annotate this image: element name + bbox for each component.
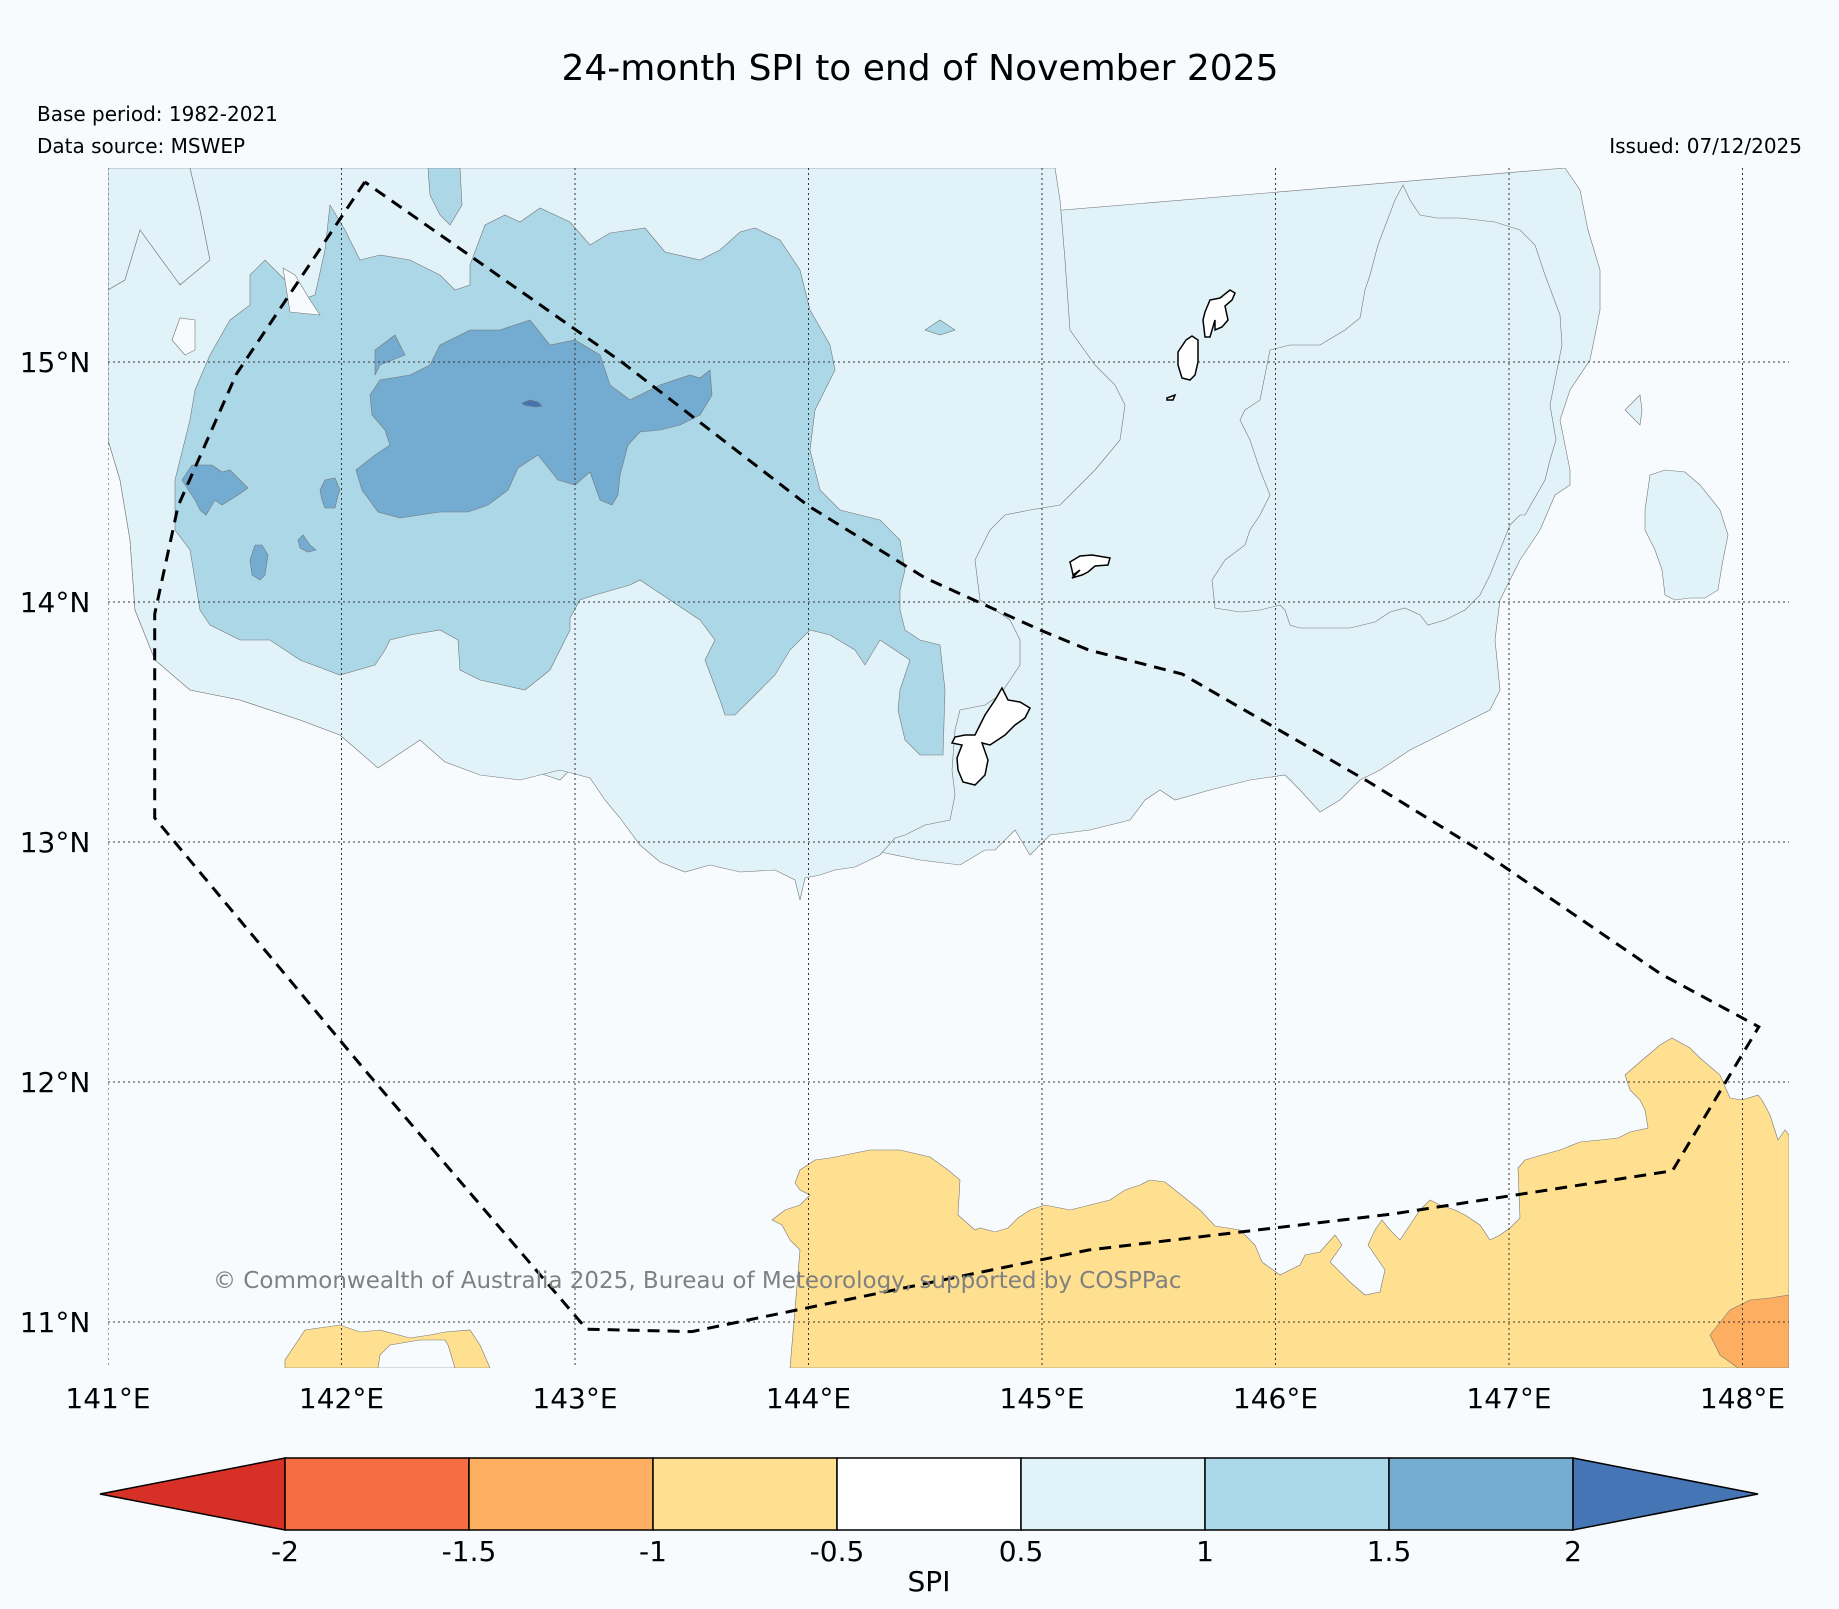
lon-label: 143°E [532,1382,617,1415]
island-aguijan [1166,393,1177,401]
colorbar-tick: 0.5 [999,1535,1044,1568]
lat-label: 15°N [20,346,91,379]
issued-date: Issued: 07/12/2025 [1609,134,1802,158]
spi-region-nw-2plus [521,399,543,408]
lon-label: 148°E [1700,1382,1785,1415]
spi-blob-1 [924,319,956,336]
lon-label: 144°E [766,1382,851,1415]
island-rota [1069,554,1111,579]
lat-label: 12°N [20,1066,91,1099]
spi-region-south-drier [1709,1294,1789,1368]
base-period: Base period: 1982-2021 [37,102,278,126]
colorbar-segment [1388,1457,1574,1531]
lon-label: 146°E [1233,1382,1318,1415]
spi-region-south-dry [771,1037,1789,1368]
colorbar-segment [1204,1457,1390,1531]
spi-hole-2 [282,267,321,316]
spi-hole-1 [171,317,196,356]
lon-label: 141°E [65,1382,150,1415]
colorbar-label: SPI [908,1565,951,1598]
colorbar-tick: -1.5 [442,1535,497,1568]
colorbar-segment [652,1457,838,1531]
lon-labels: 141°E 142°E 143°E 144°E 145°E 146°E 147°… [65,1382,1785,1415]
lon-label: 142°E [299,1382,384,1415]
map-area: © Commonwealth of Australia 2025, Bureau… [108,168,1789,1368]
colorbar-extend-high [1572,1457,1759,1531]
colorbar-segment [1020,1457,1206,1531]
lon-label: 145°E [999,1382,1084,1415]
colorbar-tick: -0.5 [810,1535,865,1568]
colorbar-extend-low [99,1457,286,1531]
island-tinian [1177,335,1199,381]
colorbar-segment [468,1457,654,1531]
lat-label: 13°N [20,826,91,859]
spi-hole-south [377,1339,456,1368]
colorbar-segment [836,1457,1022,1531]
data-source: Data source: MSWEP [37,134,245,158]
spi-region-nw-1.5-2 [181,319,713,581]
graticule [108,168,1789,1368]
spi-region-ne-0.5-1 [1211,184,1563,629]
copyright-notice: © Commonwealth of Australia 2025, Bureau… [213,1268,1182,1294]
colorbar-tick: 1.5 [1367,1535,1412,1568]
lat-labels: 15°N 14°N 13°N 12°N 11°N [20,346,91,1339]
page-title: 24-month SPI to end of November 2025 [561,48,1278,89]
colorbar-tick: 2 [1564,1535,1582,1568]
spi-region-ne-0.5-1-small [1644,469,1729,601]
colorbar-tick: 1 [1196,1535,1214,1568]
lon-label: 147°E [1466,1382,1551,1415]
spi-region-ne-0.5-1-tiny [1624,394,1643,426]
lat-label: 14°N [20,586,91,619]
colorbar-segment [284,1457,470,1531]
island-guam [950,686,1031,786]
colorbar-tick: -1 [639,1535,667,1568]
lat-label: 11°N [20,1306,91,1339]
island-saipan [1202,289,1236,338]
colorbar-tick: -2 [271,1535,299,1568]
eez-boundary [153,180,1761,1334]
colorbar: -2 -1.5 -1 -0.5 0.5 1 1.5 2 SPI [99,1457,1759,1598]
